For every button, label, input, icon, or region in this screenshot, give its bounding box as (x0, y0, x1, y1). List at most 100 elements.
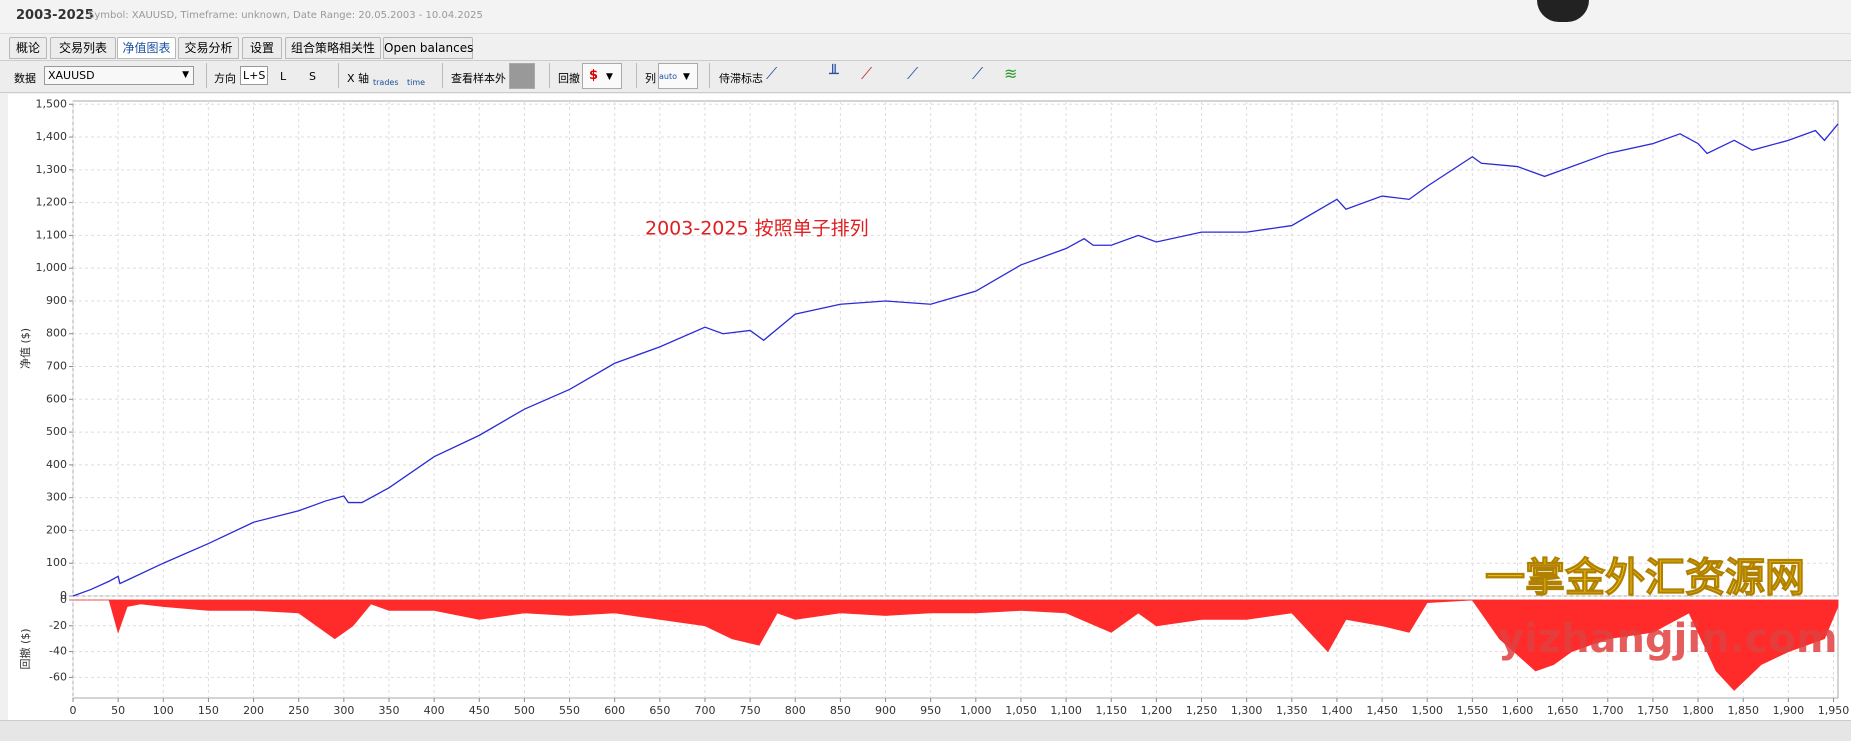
y-tick-label: 300 (46, 491, 67, 504)
x-tick-label: 1,200 (1141, 704, 1173, 717)
direction-button[interactable]: L (280, 70, 287, 83)
column-option: auto (659, 72, 678, 81)
x-tick-label: 50 (111, 704, 125, 717)
icon-button[interactable]: ≋ (1004, 64, 1018, 83)
y-tick-label: 1,500 (36, 97, 68, 110)
x-tick-label: 1,100 (1050, 704, 1082, 717)
y-tick-label: 0 (60, 589, 67, 602)
y-tick-label: -20 (49, 619, 67, 632)
direction-button[interactable]: S (309, 70, 316, 83)
xaxis-button[interactable]: time (407, 78, 426, 87)
tab[interactable]: 交易分析 (178, 37, 239, 59)
label: 方向 (214, 72, 236, 85)
y-tick-label: 400 (46, 458, 67, 471)
x-tick-label: 1,800 (1682, 704, 1714, 717)
label: 侍滞标志 (719, 72, 763, 85)
icon-button[interactable]: ⟋ (766, 64, 778, 83)
x-tick-label: 500 (514, 704, 535, 717)
x-tick-label: 800 (785, 704, 806, 717)
title: 2003-2025 (16, 8, 94, 23)
x-tick-label: 950 (920, 704, 941, 717)
x-tick-label: 100 (153, 704, 174, 717)
x-tick-label: 350 (378, 704, 399, 717)
label: X 轴 (347, 72, 370, 85)
annotation: 2003-2025 按照单子排列 (645, 218, 869, 240)
xaxis-button[interactable]: trades (373, 78, 399, 87)
x-tick-label: 1,300 (1231, 704, 1263, 717)
symbol: XAUUSD (48, 69, 95, 82)
x-tick-label: 1,500 (1411, 704, 1443, 717)
x-tick-label: 200 (243, 704, 264, 717)
icon-button[interactable]: ⟋ (972, 64, 984, 83)
icon-button[interactable]: ⟋ (907, 64, 919, 83)
y-tick-label: 1,200 (36, 196, 68, 209)
y-tick-label: 500 (46, 425, 67, 438)
separator (549, 63, 550, 88)
watermark: yizhangjin.com (1498, 616, 1838, 662)
tab[interactable]: 净值图表 (117, 37, 176, 59)
oos-button[interactable] (509, 63, 535, 89)
subtitle: Symbol: XAUUSD, Timeframe: unknown, Date… (88, 10, 483, 21)
separator (206, 63, 207, 88)
symbol-select[interactable]: XAUUSD ▼ (44, 66, 194, 85)
x-tick-label: 1,600 (1502, 704, 1534, 717)
drawdown-button[interactable]: $ ▼ (582, 63, 622, 89)
column-button[interactable]: auto ▼ (658, 63, 698, 89)
y-tick-label: 1,400 (36, 130, 68, 143)
footer (0, 720, 1851, 741)
x-tick-label: 1,950 (1818, 704, 1850, 717)
x-tick-label: 1,150 (1095, 704, 1127, 717)
x-tick-label: 1,350 (1276, 704, 1308, 717)
toolbar (0, 60, 1851, 93)
separator (709, 63, 710, 88)
y-axis-label: 净值 ($) (18, 328, 32, 369)
x-tick-label: 300 (333, 704, 354, 717)
separator (636, 63, 637, 88)
tab[interactable]: 组合策略相关性 (285, 37, 381, 59)
y-tick-label: 0 (60, 593, 67, 606)
x-tick-label: 750 (740, 704, 761, 717)
y-tick-label: 900 (46, 294, 67, 307)
x-tick-label: 850 (830, 704, 851, 717)
x-tick-label: 650 (649, 704, 670, 717)
x-tick-label: 1,000 (960, 704, 992, 717)
x-tick-label: 1,900 (1773, 704, 1805, 717)
y-tick-label: 1,100 (36, 228, 68, 241)
equity-line (72, 123, 1839, 597)
chart: 01002003004005006007008009001,0001,1001,… (8, 94, 1851, 720)
label: 查看样本外 (451, 72, 506, 85)
direction-button[interactable]: L+S (240, 66, 269, 85)
separator (338, 63, 339, 88)
watermark: 一掌金外汇资源网 (1485, 555, 1805, 601)
label: 数据 (14, 72, 36, 85)
tab[interactable]: 交易列表 (50, 37, 116, 59)
x-tick-label: 1,450 (1366, 704, 1398, 717)
x-tick-label: 1,400 (1321, 704, 1353, 717)
x-tick-label: 1,050 (1005, 704, 1037, 717)
header: 2003-2025 Symbol: XAUUSD, Timeframe: unk… (0, 0, 1851, 34)
y-tick-label: 700 (46, 360, 67, 373)
tab[interactable]: 设置 (242, 37, 282, 59)
x-tick-label: 1,750 (1637, 704, 1669, 717)
label: 列 (645, 72, 656, 85)
x-tick-label: 400 (424, 704, 445, 717)
y-tick-label: 200 (46, 523, 67, 536)
x-tick-label: 1,700 (1592, 704, 1624, 717)
tab[interactable]: Open balances (383, 37, 473, 59)
icon-button[interactable]: ⟋ (861, 64, 873, 83)
label: 回撤 (558, 72, 580, 85)
x-tick-label: 1,550 (1457, 704, 1489, 717)
tab[interactable]: 概论 (9, 37, 47, 59)
x-tick-label: 1,250 (1186, 704, 1218, 717)
drawdown-area (73, 599, 1839, 691)
icon-button[interactable]: ╨ (829, 64, 839, 83)
y-axis-label: 回撤 ($) (18, 628, 32, 669)
logo (1537, 0, 1589, 22)
x-tick-label: 900 (875, 704, 896, 717)
y-tick-label: 100 (46, 556, 67, 569)
y-tick-label: -60 (49, 670, 67, 683)
x-tick-label: 1,650 (1547, 704, 1579, 717)
x-tick-label: 450 (469, 704, 490, 717)
x-tick-label: 550 (559, 704, 580, 717)
